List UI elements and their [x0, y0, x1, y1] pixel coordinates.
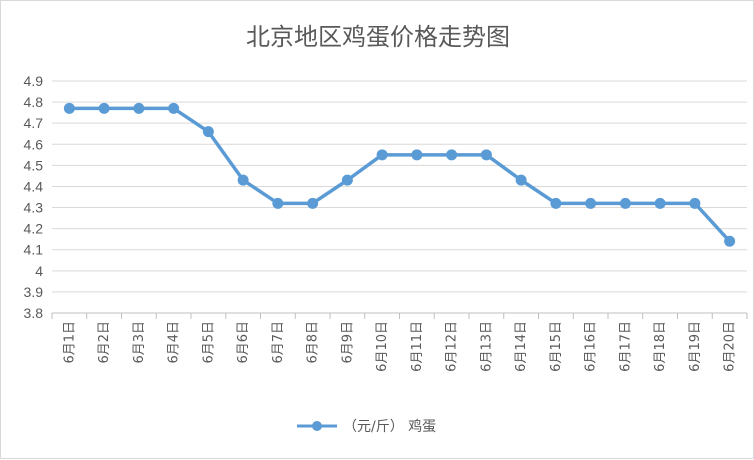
data-point: [585, 197, 597, 209]
x-tick-label: 6月16日: [584, 321, 599, 372]
y-tick-label: 4.5: [24, 157, 44, 173]
x-tick-label: 6月8日: [306, 321, 321, 364]
data-point: [168, 102, 180, 114]
x-tick-label: 6月12日: [445, 321, 460, 372]
x-tick-label: 6月11日: [410, 321, 425, 372]
y-tick-label: 3.8: [24, 305, 44, 321]
x-tick-label: 6月13日: [479, 321, 494, 372]
data-point: [689, 197, 701, 209]
y-tick-label: 4.1: [24, 242, 44, 258]
data-point: [376, 149, 388, 161]
data-point: [98, 102, 110, 114]
data-point: [654, 197, 666, 209]
x-tick-label: 6月4日: [167, 321, 182, 364]
x-tick-label: 6月1日: [62, 321, 77, 364]
data-point: [619, 197, 631, 209]
x-tick-label: 6月5日: [201, 321, 216, 364]
x-tick-label: 6月2日: [97, 321, 112, 364]
x-tick-label: 6月6日: [236, 321, 251, 364]
data-point: [480, 149, 492, 161]
data-point: [446, 149, 458, 161]
y-tick-label: 4.7: [24, 115, 44, 131]
legend-marker-swatch: [312, 421, 322, 431]
x-tick-label: 6月3日: [132, 321, 147, 364]
data-point: [550, 197, 562, 209]
x-tick-label: 6月20日: [723, 321, 738, 372]
y-tick-label: 4.2: [24, 221, 44, 237]
legend-label: （元/斤） 鸡蛋: [343, 418, 436, 435]
data-point: [515, 174, 527, 186]
data-point: [202, 126, 214, 138]
x-tick-label: 6月17日: [618, 321, 633, 372]
x-tick-label: 6月19日: [688, 321, 703, 372]
data-point: [237, 174, 249, 186]
series-line: [67, 106, 732, 244]
data-point: [272, 197, 284, 209]
y-tick-label: 3.9: [24, 284, 44, 300]
x-axis-ticks: 6月1日 6月2日 6月3日 6月4日 6月5日 6月6日 6月7日 6月8日 6月9日 6月10…: [62, 321, 737, 372]
y-tick-label: 4.4: [24, 178, 44, 194]
y-tick-label: 4.8: [24, 94, 44, 110]
x-tick-label: 6月14日: [514, 321, 529, 372]
x-tick-label: 6月9日: [340, 321, 355, 364]
data-point: [133, 102, 145, 114]
x-tick-label: 6月10日: [375, 321, 390, 372]
x-tick-label: 6月18日: [653, 321, 668, 372]
y-tick-label: 4.6: [24, 136, 44, 152]
y-axis-ticks: 3.8 3.9 4 4.1 4.2 4.3 4.4 4.5 4.6 4.7 4.8 4.9: [24, 73, 44, 321]
x-tick-label: 6月7日: [271, 321, 286, 364]
series-egg-price: [63, 102, 736, 247]
data-point: [63, 102, 75, 114]
data-point: [411, 149, 423, 161]
gridlines: [52, 80, 747, 314]
chart-title: 北京地区鸡蛋价格走势图: [246, 23, 510, 51]
data-point: [724, 235, 736, 247]
y-tick-label: 4.3: [24, 200, 44, 216]
x-axis: [51, 312, 748, 319]
legend: （元/斤） 鸡蛋: [297, 418, 436, 435]
x-tick-label: 6月15日: [549, 321, 564, 372]
data-point: [341, 174, 353, 186]
data-point: [307, 197, 319, 209]
y-tick-label: 4: [35, 263, 43, 279]
y-tick-label: 4.9: [24, 73, 44, 89]
